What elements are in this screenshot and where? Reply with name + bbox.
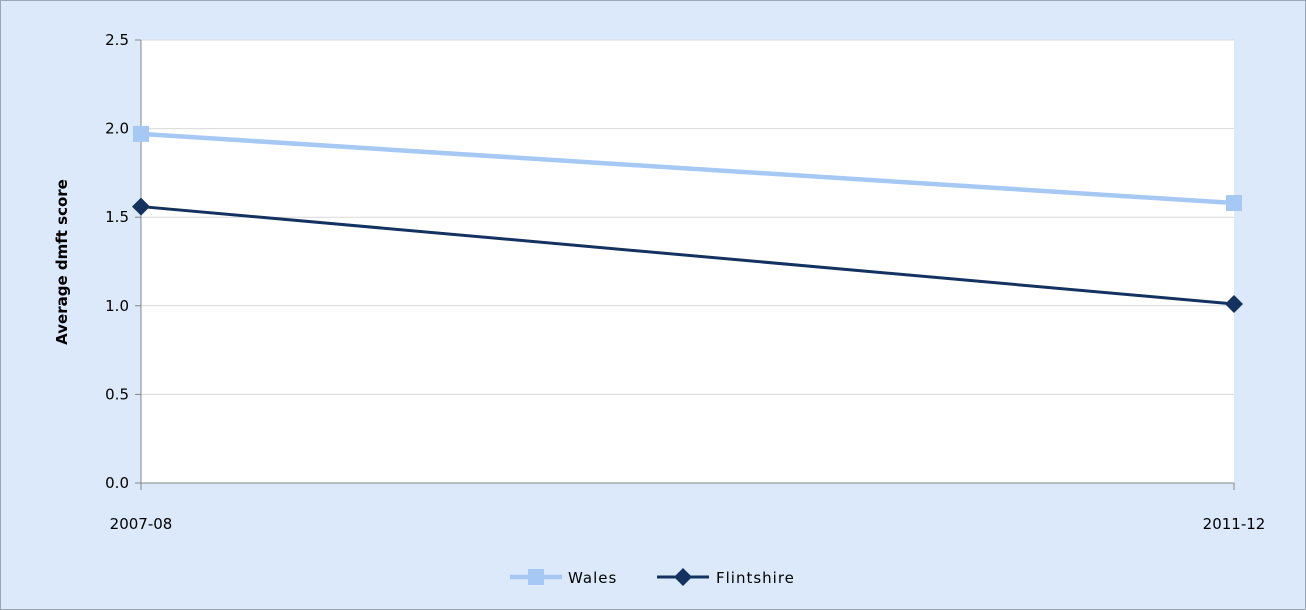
series-line [140,131,1235,206]
x-tick-label: 2011-12 [1203,515,1266,533]
x-tick-label: 2007-08 [110,515,173,533]
y-tick-labels: 0.0 0.5 1.0 1.5 2.0 2.5 [105,31,129,492]
legend-label: Flintshire [716,569,795,587]
gridlines [141,39,1234,395]
legend-marker [528,569,544,585]
y-tick-label: 2.5 [105,31,129,49]
plot-area [141,40,1234,483]
legend-label: Wales [568,569,617,587]
x-tick-labels: 2007-08 2011-12 [110,515,1266,533]
legend: Wales Flintshire [510,568,795,587]
data-point [1225,295,1243,314]
series-group [132,125,1243,314]
data-point [133,125,149,142]
y-tick-label: 1.5 [105,208,129,226]
data-point [132,197,150,216]
legend-marker [674,568,692,586]
series-line [140,205,1235,306]
y-axis-title: Average dmft score [53,179,71,345]
y-tick-label: 0.5 [105,385,129,403]
y-tick-label: 0.0 [105,474,129,492]
data-point [1226,195,1242,212]
y-tick-label: 2.0 [105,120,129,138]
y-tick-label: 1.0 [105,297,129,315]
